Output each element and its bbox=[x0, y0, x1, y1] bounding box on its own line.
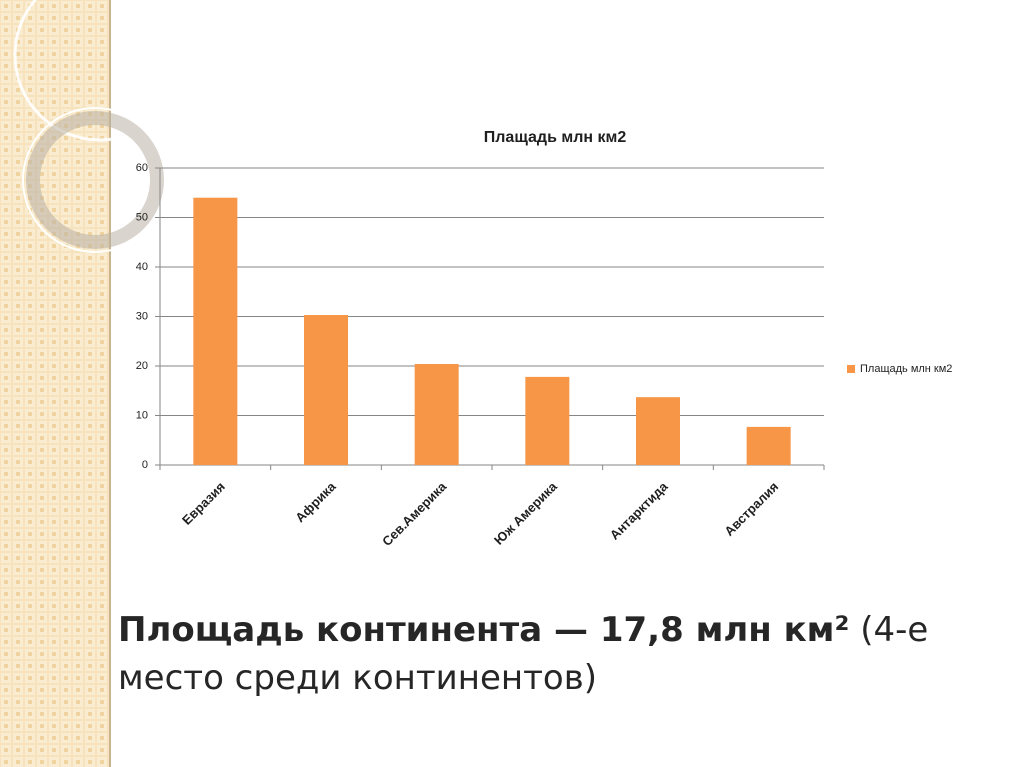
chart: Плащадь млн км2 0 10 20 30 40 50 60 Евразия Афри… bbox=[136, 129, 953, 549]
y-tick-label: 10 bbox=[136, 409, 148, 421]
x-tick-label: Африка bbox=[292, 478, 339, 525]
x-tick-label: Сев.Америка bbox=[379, 478, 450, 549]
legend-label: Плащадь млн км2 bbox=[860, 363, 952, 375]
bar bbox=[746, 426, 791, 465]
bar bbox=[193, 197, 238, 465]
y-tick-label: 0 bbox=[142, 459, 148, 471]
legend-swatch bbox=[847, 365, 855, 373]
x-tick-label: Юж Америка bbox=[491, 478, 560, 547]
y-tick-label: 30 bbox=[136, 310, 148, 322]
caption-normal: (4-е место среди континентов) bbox=[118, 610, 929, 698]
caption-bold: Площадь континента — 17,8 млн км² bbox=[118, 610, 850, 650]
x-tick-label: Австралия bbox=[721, 479, 781, 539]
y-tick-label: 40 bbox=[136, 261, 148, 273]
y-tick-label: 60 bbox=[136, 162, 148, 174]
x-tick-label: Антарктида bbox=[607, 478, 671, 542]
bar bbox=[525, 376, 570, 465]
bar bbox=[304, 315, 348, 465]
caption: Площадь континента — 17,8 млн км² (4-е м… bbox=[118, 606, 998, 702]
y-tick-label: 20 bbox=[136, 360, 148, 372]
bar bbox=[414, 364, 459, 465]
y-tick-label: 50 bbox=[136, 211, 148, 223]
x-tick-label: Евразия bbox=[179, 479, 228, 528]
bar bbox=[636, 397, 680, 465]
chart-title: Плащадь млн км2 bbox=[484, 129, 627, 146]
